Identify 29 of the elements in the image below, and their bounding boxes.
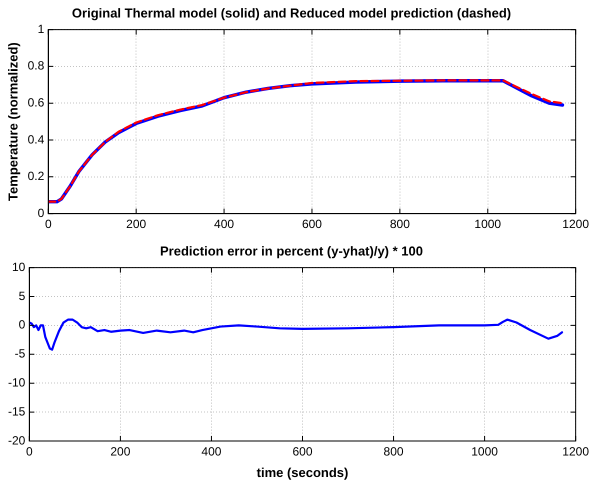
- x-tick-label: 800: [390, 217, 410, 232]
- chart-title: Prediction error in percent (y-yhat)/y) * 100: [160, 243, 423, 258]
- x-tick-label: 1000: [474, 217, 502, 232]
- y-axis-title: Temperature (normalized): [5, 42, 20, 201]
- x-tick-label: 1000: [471, 444, 498, 459]
- x-tick-label: 800: [384, 444, 404, 459]
- chart-title: Original Thermal model (solid) and Reduced model prediction (dashed): [72, 5, 512, 20]
- x-tick-label: 600: [292, 444, 313, 459]
- y-tick-label: -5: [14, 346, 26, 361]
- y-tick-label: 0: [38, 206, 45, 220]
- y-tick-label: 5: [18, 288, 26, 303]
- x-tick-label: 1200: [562, 217, 590, 232]
- y-tick-label: -20: [8, 433, 26, 448]
- x-tick-label: 400: [201, 444, 222, 459]
- y-tick-label: -15: [8, 404, 26, 418]
- x-tick-label: 400: [214, 217, 234, 232]
- y-tick-label: 0.6: [28, 96, 45, 110]
- y-tick-label: 0: [18, 318, 26, 332]
- y-tick-label: 0.4: [28, 132, 45, 146]
- x-tick-label: 200: [110, 444, 131, 459]
- y-tick-label: 10: [12, 260, 26, 274]
- x-tick-label: 600: [302, 217, 322, 232]
- x-tick-label: 1200: [562, 444, 590, 459]
- y-tick-label: 0.8: [28, 58, 45, 73]
- x-axis-title: time (seconds): [256, 464, 348, 480]
- y-tick-label: -10: [8, 376, 26, 390]
- x-tick-label: 200: [126, 217, 147, 232]
- y-tick-label: 1: [38, 22, 45, 36]
- y-tick-label: 0.2: [28, 169, 45, 184]
